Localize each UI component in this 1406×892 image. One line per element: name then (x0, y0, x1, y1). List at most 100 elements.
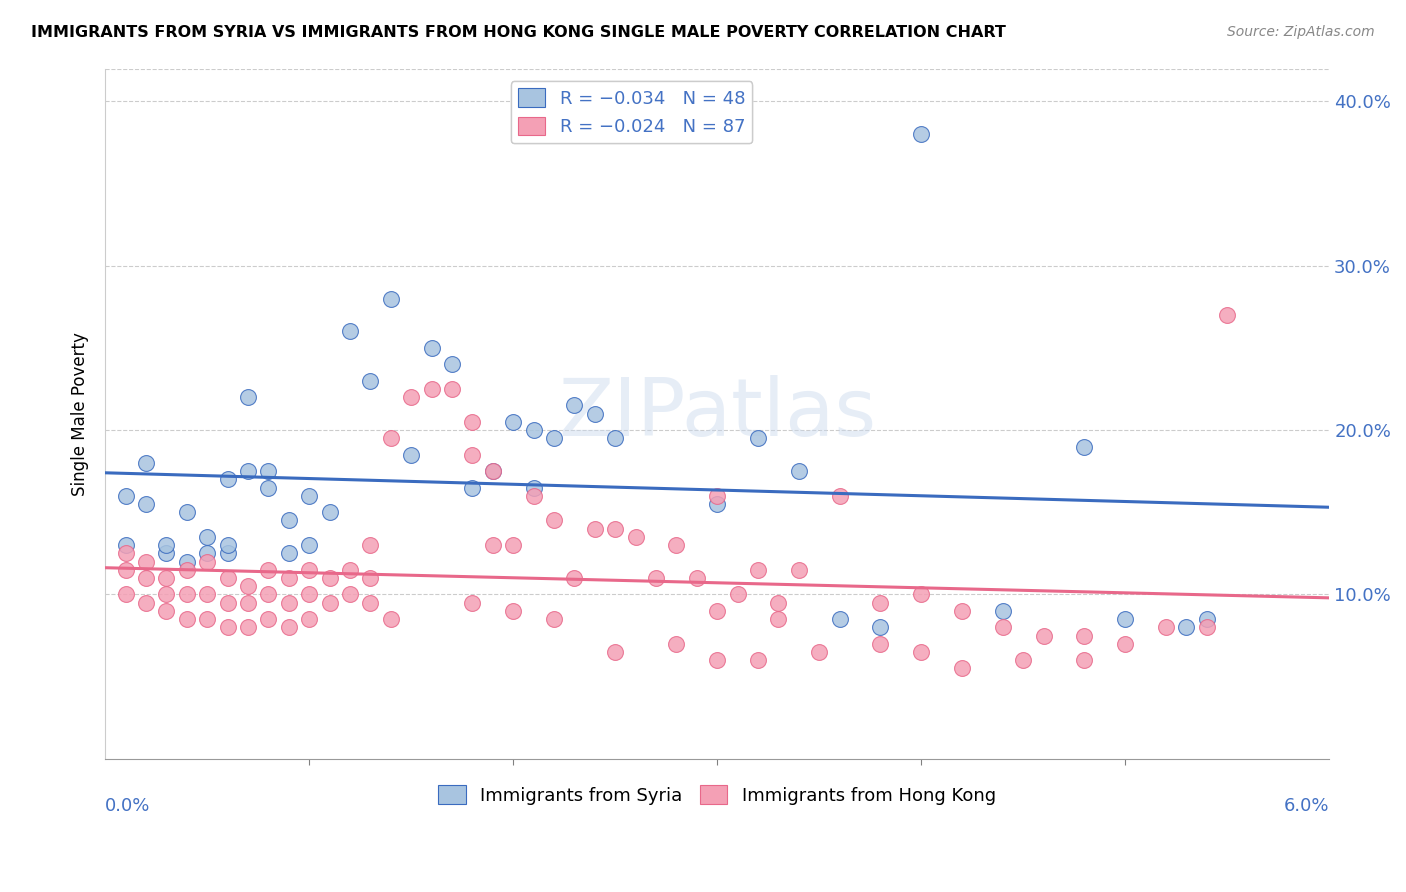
Point (318, 596, 340, 610)
Point (828, 612, 851, 626)
Point (277, 620, 299, 634)
Point (359, 538, 381, 552)
Text: Source: ZipAtlas.com: Source: ZipAtlas.com (1227, 25, 1375, 39)
Point (706, 489, 728, 503)
Point (155, 604, 177, 618)
Point (461, 481, 484, 495)
Point (523, 423, 546, 437)
Point (583, 522, 606, 536)
Point (420, 341, 443, 355)
Point (155, 587, 177, 601)
Point (461, 596, 484, 610)
Point (217, 546, 239, 560)
Point (318, 505, 340, 519)
Point (114, 563, 136, 577)
Point (440, 382, 463, 396)
Point (257, 612, 280, 626)
Point (195, 546, 218, 560)
Point (114, 538, 136, 552)
Point (399, 448, 422, 462)
Point (991, 620, 1014, 634)
Point (869, 637, 891, 651)
Point (1073, 653, 1095, 667)
Point (114, 587, 136, 601)
Point (277, 596, 299, 610)
Point (440, 357, 463, 371)
Point (461, 415, 484, 429)
Point (502, 538, 524, 552)
Point (665, 637, 688, 651)
Point (787, 464, 810, 478)
Point (787, 563, 810, 577)
Point (217, 620, 239, 634)
Point (808, 645, 831, 659)
Point (1195, 620, 1218, 634)
Point (217, 571, 239, 585)
Point (257, 481, 280, 495)
Point (380, 292, 402, 306)
Point (277, 546, 299, 560)
Point (1114, 637, 1136, 651)
Point (135, 596, 157, 610)
Point (502, 415, 524, 429)
Point (727, 587, 749, 601)
Legend: R = −0.034   N = 48, R = −0.024   N = 87: R = −0.034 N = 48, R = −0.024 N = 87 (510, 81, 752, 143)
Point (195, 530, 218, 544)
Point (257, 587, 280, 601)
Point (543, 431, 565, 445)
Point (665, 538, 688, 552)
Point (135, 571, 157, 585)
Point (176, 587, 198, 601)
Point (706, 604, 728, 618)
Point (1114, 612, 1136, 626)
Text: 6.0%: 6.0% (1284, 797, 1329, 814)
Point (277, 571, 299, 585)
Point (339, 587, 361, 601)
Point (1012, 653, 1035, 667)
Text: ZIPatlas: ZIPatlas (558, 375, 876, 452)
Point (176, 563, 198, 577)
Point (135, 497, 157, 511)
Point (195, 555, 218, 569)
Point (543, 513, 565, 527)
Point (1195, 612, 1218, 626)
Point (155, 546, 177, 560)
Point (298, 538, 321, 552)
Point (359, 571, 381, 585)
Point (686, 571, 709, 585)
Point (195, 587, 218, 601)
Point (583, 407, 606, 421)
Point (298, 489, 321, 503)
Point (298, 587, 321, 601)
Point (1216, 308, 1239, 322)
Point (1032, 628, 1054, 642)
Point (380, 431, 402, 445)
Point (257, 464, 280, 478)
Point (747, 653, 769, 667)
Point (298, 563, 321, 577)
Point (910, 645, 932, 659)
Point (176, 555, 198, 569)
Point (135, 555, 157, 569)
Point (605, 645, 627, 659)
Point (747, 431, 769, 445)
Point (217, 596, 239, 610)
Point (950, 604, 973, 618)
Point (605, 431, 627, 445)
Y-axis label: Single Male Poverty: Single Male Poverty (72, 332, 89, 496)
Point (869, 596, 891, 610)
Point (706, 497, 728, 511)
Point (236, 620, 259, 634)
Point (420, 382, 443, 396)
Point (236, 464, 259, 478)
Text: 0.0%: 0.0% (105, 797, 150, 814)
Point (624, 530, 647, 544)
Point (523, 481, 546, 495)
Point (523, 489, 546, 503)
Point (1175, 620, 1198, 634)
Point (645, 571, 668, 585)
Text: IMMIGRANTS FROM SYRIA VS IMMIGRANTS FROM HONG KONG SINGLE MALE POVERTY CORRELATI: IMMIGRANTS FROM SYRIA VS IMMIGRANTS FROM… (31, 25, 1005, 40)
Point (869, 620, 891, 634)
Point (828, 489, 851, 503)
Point (399, 390, 422, 404)
